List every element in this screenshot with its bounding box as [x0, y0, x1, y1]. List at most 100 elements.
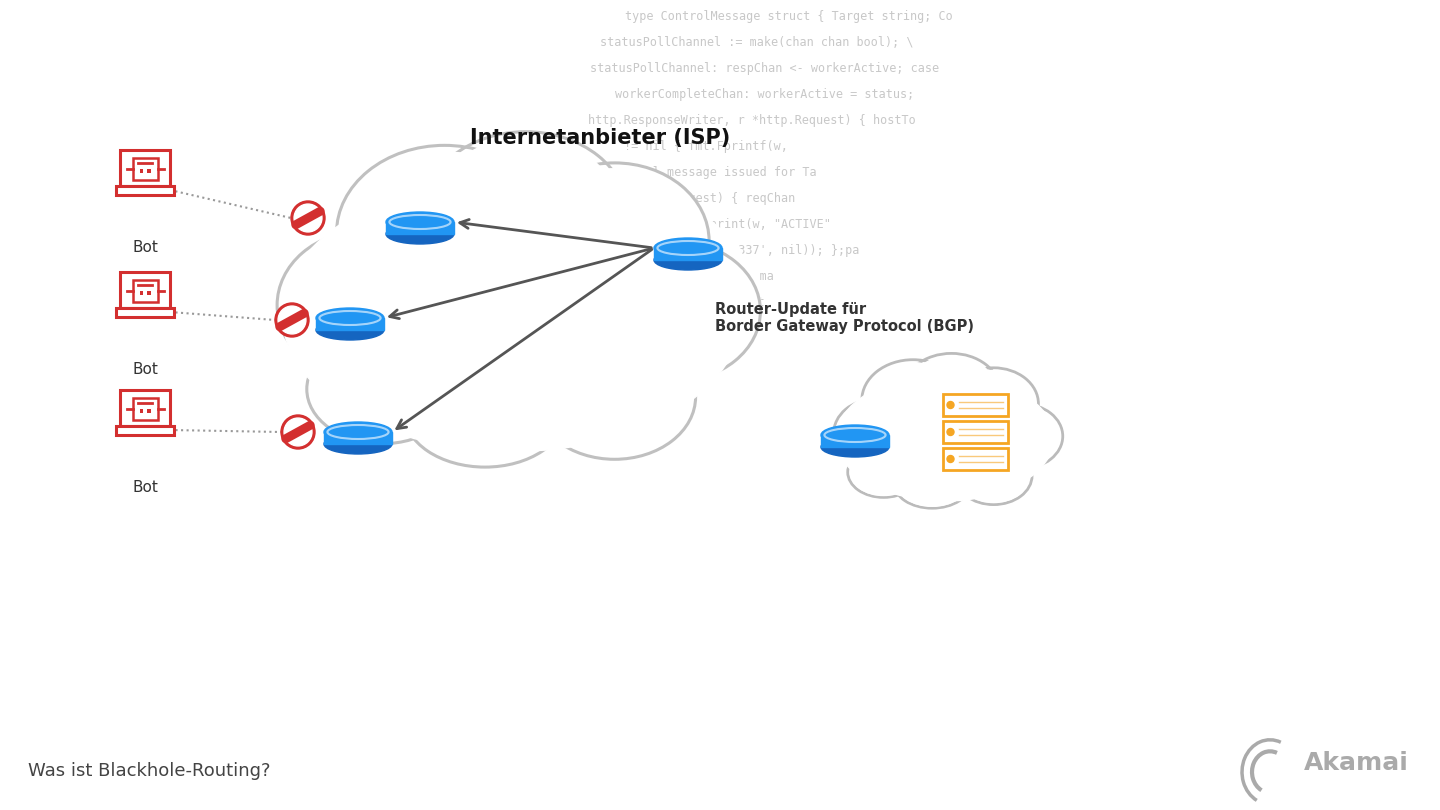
Ellipse shape	[865, 363, 960, 437]
FancyBboxPatch shape	[117, 426, 174, 435]
Ellipse shape	[307, 335, 458, 444]
Text: Was ist Blackhole-Routing?: Was ist Blackhole-Routing?	[27, 762, 271, 780]
Ellipse shape	[837, 375, 1054, 501]
Ellipse shape	[906, 356, 996, 426]
Ellipse shape	[262, 159, 762, 471]
Circle shape	[948, 402, 953, 408]
Ellipse shape	[534, 335, 696, 459]
FancyBboxPatch shape	[147, 409, 151, 413]
Ellipse shape	[595, 246, 755, 376]
Text: statusPollChannel: respChan <- workerActive; case: statusPollChannel: respChan <- workerAct…	[590, 62, 939, 75]
Ellipse shape	[981, 404, 1063, 469]
Text: Control message issued for Ta: Control message issued for Ta	[611, 166, 816, 179]
Text: statusPollChannel := make(chan chan bool); \: statusPollChannel := make(chan chan bool…	[600, 36, 913, 49]
Ellipse shape	[984, 407, 1060, 467]
Ellipse shape	[386, 212, 454, 232]
Text: Bot: Bot	[132, 480, 158, 495]
Ellipse shape	[324, 422, 392, 442]
Ellipse shape	[654, 250, 721, 270]
Text: for: for	[615, 426, 636, 439]
Ellipse shape	[324, 434, 392, 454]
Ellipse shape	[897, 460, 968, 506]
FancyBboxPatch shape	[117, 308, 174, 317]
Ellipse shape	[903, 353, 999, 429]
Text: workerCompleteChan: workerActive = status;: workerCompleteChan: workerActive = statu…	[615, 88, 914, 101]
Text: r *http.Request) { reqChan: r *http.Request) { reqChan	[611, 192, 795, 205]
Text: printf(: printf(	[615, 400, 665, 413]
Ellipse shape	[386, 224, 454, 244]
Polygon shape	[654, 248, 721, 260]
Ellipse shape	[837, 402, 913, 465]
Text: ListenAndServe(':1337', nil)); };pa: ListenAndServe(':1337', nil)); };pa	[611, 244, 860, 257]
Ellipse shape	[848, 447, 919, 497]
Text: Count int64: }; func ma: Count int64: }; func ma	[611, 270, 773, 283]
Ellipse shape	[861, 360, 965, 441]
Circle shape	[294, 204, 323, 232]
Text: != nil { fmt.Fprintf(w,: != nil { fmt.Fprintf(w,	[624, 140, 788, 153]
FancyBboxPatch shape	[117, 186, 174, 195]
Ellipse shape	[276, 231, 449, 379]
FancyBboxPatch shape	[140, 168, 143, 173]
Circle shape	[284, 418, 312, 446]
Ellipse shape	[431, 138, 621, 289]
FancyBboxPatch shape	[140, 291, 143, 295]
Ellipse shape	[654, 238, 721, 258]
FancyBboxPatch shape	[147, 168, 151, 173]
Ellipse shape	[540, 339, 690, 454]
Ellipse shape	[423, 132, 628, 296]
Circle shape	[948, 428, 953, 436]
Ellipse shape	[851, 449, 917, 496]
Ellipse shape	[405, 358, 566, 467]
Circle shape	[948, 455, 953, 463]
Circle shape	[275, 303, 310, 337]
Ellipse shape	[952, 370, 1035, 437]
Polygon shape	[324, 432, 392, 444]
Text: Router-Update für
Border Gateway Protocol (BGP): Router-Update für Border Gateway Protoco…	[716, 302, 973, 335]
FancyBboxPatch shape	[132, 158, 157, 180]
Text: result = fmt.Fprint(w, "ACTIVE": result = fmt.Fprint(w, "ACTIVE"	[611, 218, 831, 231]
FancyBboxPatch shape	[132, 280, 157, 301]
Ellipse shape	[834, 399, 916, 467]
Ellipse shape	[894, 458, 971, 508]
Ellipse shape	[337, 145, 553, 321]
Circle shape	[278, 306, 305, 334]
Ellipse shape	[821, 437, 888, 457]
Text: hostTicken: hostTicken	[615, 374, 687, 387]
Text: func admin(: func admin(	[615, 348, 694, 361]
Text: type ControlMessage struct { Target string; Co: type ControlMessage struct { Target stri…	[625, 10, 953, 23]
Ellipse shape	[410, 362, 560, 463]
FancyBboxPatch shape	[943, 394, 1008, 416]
Text: Bot: Bot	[132, 240, 158, 255]
Ellipse shape	[821, 425, 888, 445]
Ellipse shape	[284, 237, 444, 373]
Polygon shape	[821, 435, 888, 447]
Ellipse shape	[282, 178, 742, 451]
FancyBboxPatch shape	[120, 272, 170, 308]
Text: Akamai: Akamai	[1305, 751, 1408, 775]
Ellipse shape	[949, 368, 1038, 440]
Ellipse shape	[527, 168, 703, 313]
Text: Internetanbieter (ISP): Internetanbieter (ISP)	[469, 128, 730, 148]
FancyBboxPatch shape	[120, 390, 170, 426]
Polygon shape	[386, 222, 454, 234]
Ellipse shape	[588, 241, 760, 382]
Ellipse shape	[315, 320, 384, 340]
Ellipse shape	[958, 450, 1030, 502]
FancyBboxPatch shape	[140, 409, 143, 413]
Ellipse shape	[312, 339, 452, 440]
FancyBboxPatch shape	[132, 398, 157, 420]
Ellipse shape	[520, 163, 708, 319]
Text: case msg :=: case msg :=	[615, 322, 694, 335]
Circle shape	[281, 415, 315, 449]
FancyBboxPatch shape	[147, 291, 151, 295]
FancyBboxPatch shape	[943, 421, 1008, 443]
Ellipse shape	[315, 308, 384, 328]
Ellipse shape	[955, 447, 1032, 505]
Text: http.ResponseWriter, r *http.Request) { hostTo: http.ResponseWriter, r *http.Request) { …	[588, 114, 916, 127]
Ellipse shape	[827, 366, 1063, 510]
FancyBboxPatch shape	[120, 150, 170, 186]
Polygon shape	[315, 318, 384, 330]
Text: Bot: Bot	[132, 362, 158, 377]
Circle shape	[291, 201, 325, 235]
FancyBboxPatch shape	[943, 448, 1008, 470]
